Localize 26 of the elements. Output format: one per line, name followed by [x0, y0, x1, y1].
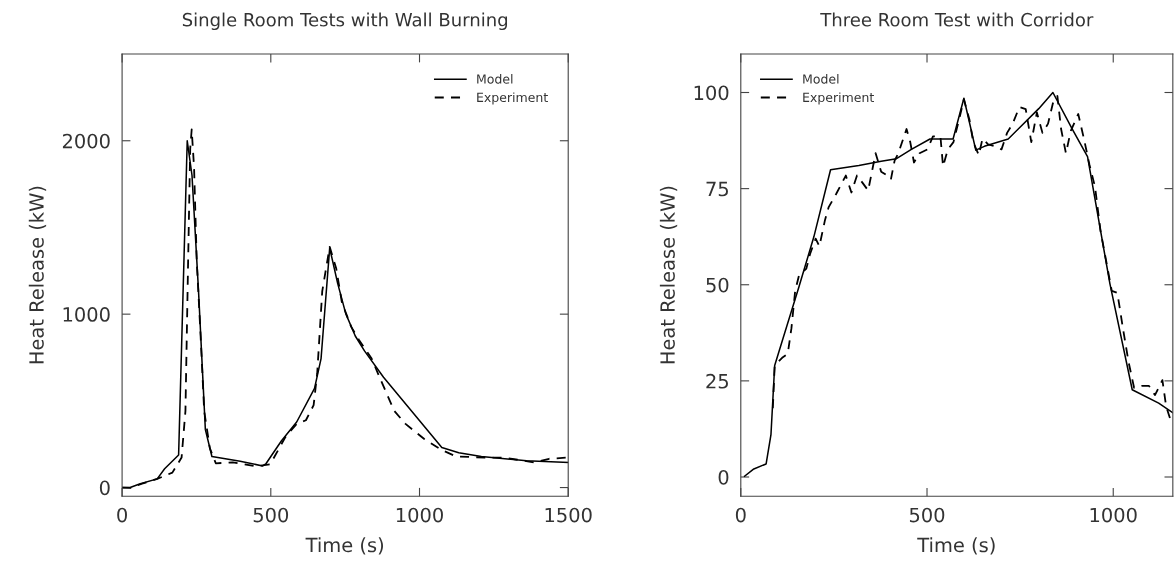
y-axis-title: Heat Release (kW): [659, 186, 678, 364]
x-tick-label: 500: [909, 507, 945, 523]
y-tick-label: 50: [706, 277, 729, 293]
y-tick-label: 0: [99, 480, 110, 496]
chart-title: Three Room Test with Corridor: [820, 12, 1094, 27]
x-axis-title: Time (s): [917, 537, 995, 555]
x-tick-label: 500: [253, 507, 289, 523]
legend-label: Model: [803, 74, 839, 84]
line-series: [743, 91, 1173, 477]
x-axis-title: Time (s): [305, 537, 384, 555]
y-tick-label: 2000: [62, 133, 110, 149]
legend-label: Experiment: [803, 92, 874, 105]
x-tick-label: 0: [735, 507, 746, 523]
legend-label: Experiment: [477, 92, 548, 105]
legend-label: Model: [477, 74, 513, 84]
x-tick-label: 1500: [545, 507, 592, 523]
x-tick-label: 0: [117, 507, 127, 523]
y-tick-label: 75: [706, 181, 728, 197]
x-tick-label: 1000: [1090, 507, 1137, 523]
x-tick-label: 1000: [396, 507, 443, 523]
y-axis-title: Heat Release (kW): [28, 186, 47, 364]
y-tick-label: 1000: [63, 307, 110, 322]
y-tick-label: 100: [694, 85, 729, 101]
y-tick-label: 25: [706, 373, 728, 389]
chart-title: Single Room Tests with Wall Burning: [182, 12, 508, 31]
y-tick-label: 0: [718, 469, 729, 485]
